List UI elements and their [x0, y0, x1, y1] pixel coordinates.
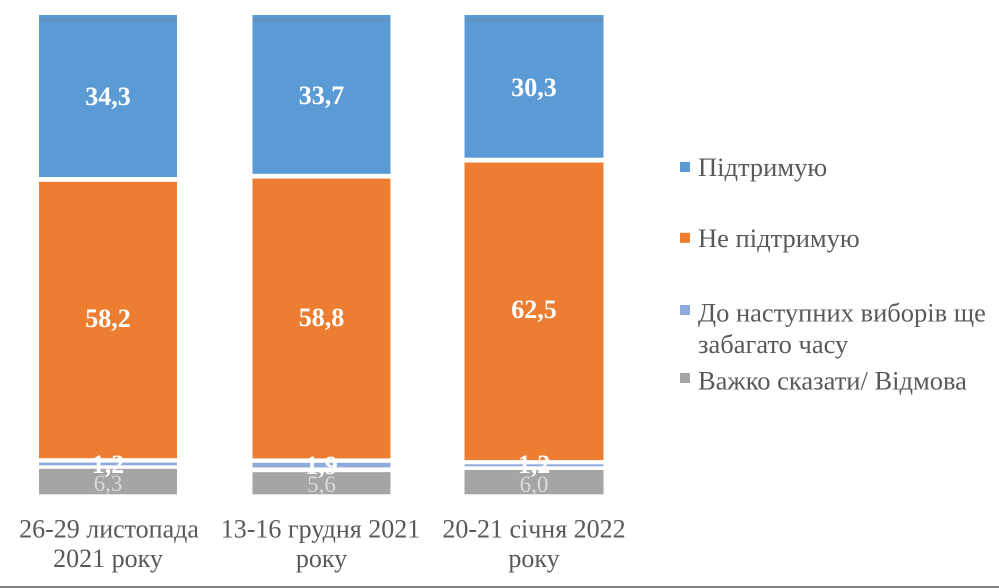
svg-text:Не підтримую: Не підтримую [698, 223, 860, 253]
svg-text:1,2: 1,2 [92, 450, 125, 479]
svg-text:До наступних виборів ще: До наступних виборів ще [698, 297, 986, 327]
svg-text:Підтримую: Підтримую [698, 152, 827, 182]
svg-text:6,0: 6,0 [520, 472, 549, 497]
svg-text:1,9: 1,9 [305, 451, 338, 480]
svg-text:26-29 листопада: 26-29 листопада [19, 515, 199, 544]
svg-text:30,3: 30,3 [511, 73, 557, 102]
svg-text:33,7: 33,7 [299, 81, 345, 110]
svg-text:62,5: 62,5 [511, 295, 557, 324]
svg-text:1,2: 1,2 [518, 450, 551, 479]
svg-text:5,6: 5,6 [307, 472, 336, 497]
svg-text:6,3: 6,3 [94, 471, 123, 496]
svg-text:58,2: 58,2 [85, 304, 131, 333]
svg-text:забагато часу: забагато часу [698, 329, 849, 359]
svg-text:58,8: 58,8 [299, 303, 345, 332]
svg-text:20-21 січня 2022: 20-21 січня 2022 [442, 515, 625, 544]
svg-text:2021 року: 2021 року [53, 544, 163, 573]
svg-text:13-16 грудня 2021: 13-16 грудня 2021 [221, 515, 420, 544]
svg-text:34,3: 34,3 [85, 82, 131, 111]
svg-text:року: року [508, 544, 559, 573]
svg-text:року: року [296, 544, 347, 573]
svg-text:Важко сказати/ Відмова: Важко сказати/ Відмова [698, 366, 967, 396]
